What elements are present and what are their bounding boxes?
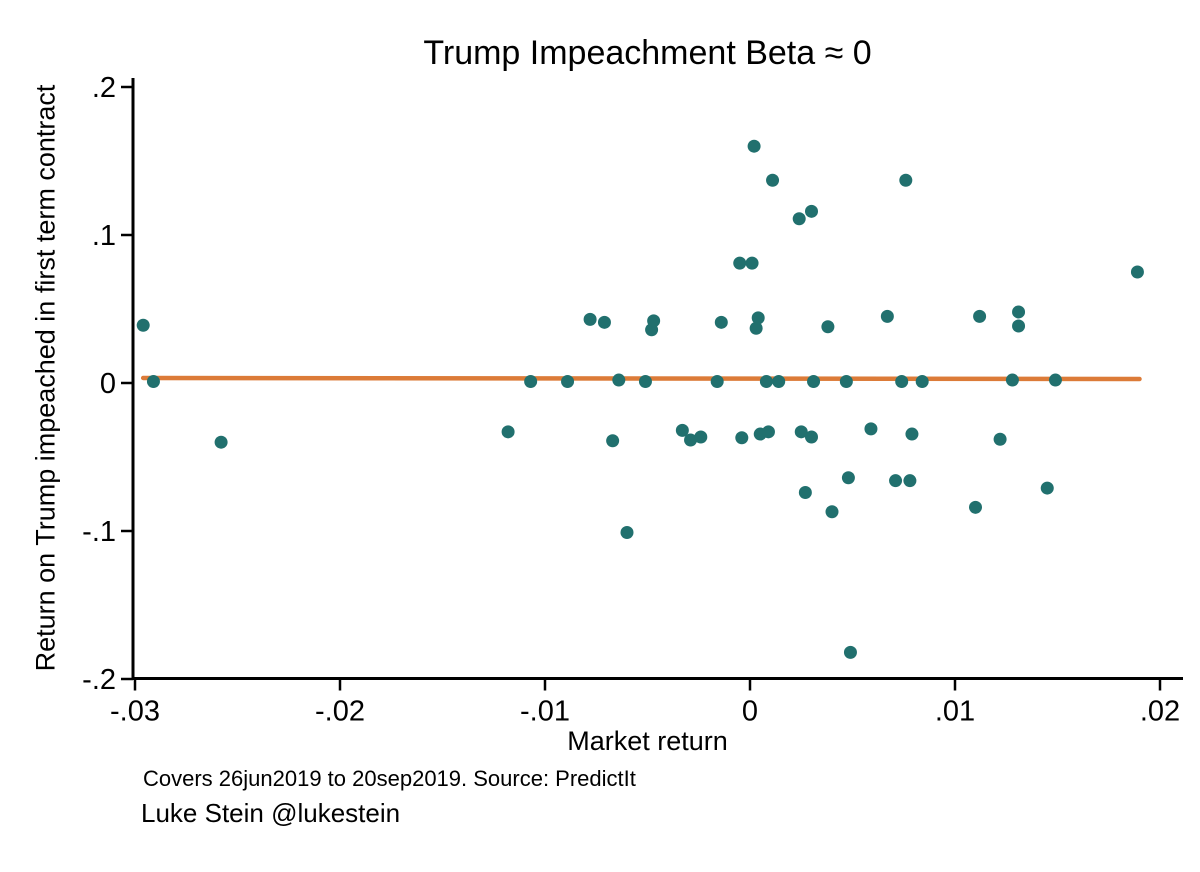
source-note: Covers 26jun2019 to 20sep2019. Source: P… <box>143 766 636 791</box>
data-point <box>524 375 538 389</box>
chart-title: Trump Impeachment Beta ≈ 0 <box>423 34 872 72</box>
data-point <box>583 312 597 326</box>
data-point <box>612 373 626 387</box>
data-point <box>714 315 728 329</box>
data-point <box>905 427 919 441</box>
data-point <box>766 173 780 187</box>
data-point <box>1040 481 1054 495</box>
data-point <box>597 315 611 329</box>
data-point <box>751 311 765 325</box>
data-point <box>735 431 749 445</box>
y-tick-label: .1 <box>92 220 116 252</box>
data-point <box>694 430 708 444</box>
data-point <box>214 435 228 449</box>
data-point <box>1012 319 1026 333</box>
x-tick-label: .02 <box>1140 696 1180 728</box>
x-tick-label: -.02 <box>315 696 365 728</box>
data-point <box>759 375 773 389</box>
data-point <box>733 256 747 270</box>
data-point <box>807 375 821 389</box>
data-point <box>864 422 878 436</box>
data-point <box>805 430 818 444</box>
data-point <box>841 471 855 485</box>
data-point <box>899 173 913 187</box>
data-point <box>915 375 929 389</box>
data-point <box>794 425 808 439</box>
author-credit: Luke Stein @lukestein <box>141 798 401 828</box>
data-point <box>620 525 634 539</box>
data-point <box>745 256 759 270</box>
x-tick-label: -.03 <box>110 696 160 728</box>
y-tick-label: -.2 <box>82 664 116 696</box>
x-tick-label: 0 <box>742 696 758 728</box>
data-point <box>561 375 575 389</box>
data-point <box>761 425 775 439</box>
data-point <box>825 505 839 519</box>
data-point <box>1012 305 1026 319</box>
data-point <box>710 375 724 389</box>
data-point <box>136 318 150 332</box>
data-point <box>792 212 806 226</box>
data-point <box>638 375 652 389</box>
x-axis-title: Market return <box>567 726 728 756</box>
data-point <box>647 314 661 328</box>
data-point <box>821 320 835 334</box>
y-tick-label: -.1 <box>82 516 116 548</box>
data-point <box>675 423 689 437</box>
data-point <box>501 425 515 439</box>
data-point <box>684 433 698 447</box>
data-point <box>843 645 857 659</box>
x-tick-label: .01 <box>935 696 975 728</box>
data-point <box>1005 373 1019 387</box>
data-point <box>606 434 620 448</box>
data-point <box>969 500 982 514</box>
data-point <box>146 375 160 389</box>
y-tick-label: .2 <box>92 72 116 104</box>
data-point <box>993 432 1007 446</box>
x-tick-label: -.01 <box>520 696 570 728</box>
data-point <box>1048 373 1062 387</box>
data-point <box>805 204 818 218</box>
data-point <box>747 139 761 153</box>
data-point <box>839 375 853 389</box>
y-tick-label: 0 <box>100 368 116 400</box>
data-point <box>772 375 786 389</box>
data-point <box>749 321 763 335</box>
data-point <box>903 474 917 488</box>
data-point <box>889 474 903 488</box>
data-point <box>1130 265 1144 279</box>
data-point <box>973 309 987 323</box>
data-point <box>880 309 894 323</box>
data-point <box>798 486 812 500</box>
data-point <box>895 375 909 389</box>
